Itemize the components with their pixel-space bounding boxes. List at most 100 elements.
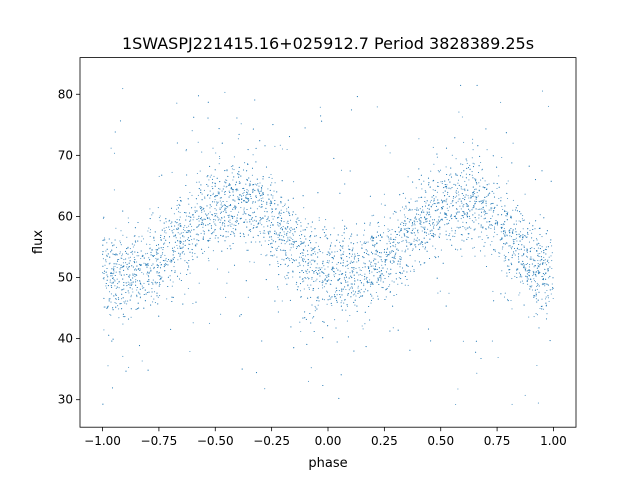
- data-point: [178, 211, 180, 213]
- data-point: [293, 347, 295, 349]
- data-point: [301, 252, 303, 254]
- data-point: [235, 181, 237, 183]
- data-point: [278, 212, 280, 214]
- data-point: [353, 256, 355, 258]
- data-point: [505, 259, 507, 261]
- data-point: [446, 214, 448, 216]
- data-point: [348, 277, 350, 279]
- data-point: [349, 262, 351, 264]
- data-point: [373, 260, 375, 262]
- data-point: [281, 300, 283, 302]
- data-point: [177, 232, 179, 234]
- data-point: [414, 216, 417, 218]
- data-point: [524, 267, 526, 269]
- data-point: [185, 184, 187, 187]
- data-point: [123, 301, 125, 303]
- data-point: [183, 253, 185, 255]
- data-point: [433, 219, 435, 221]
- data-point: [123, 269, 125, 271]
- data-point: [351, 286, 353, 288]
- data-point: [269, 202, 271, 204]
- data-point: [536, 267, 538, 269]
- data-point: [542, 263, 544, 265]
- data-point: [179, 196, 181, 198]
- data-point: [344, 183, 346, 185]
- data-point: [308, 287, 310, 289]
- data-point: [215, 152, 217, 154]
- data-point: [392, 305, 394, 307]
- data-point: [173, 235, 175, 237]
- data-point: [283, 221, 285, 223]
- data-point: [528, 271, 530, 274]
- data-point: [237, 173, 239, 175]
- data-point: [207, 224, 209, 226]
- data-point: [535, 271, 538, 273]
- data-point: [179, 216, 181, 218]
- data-point: [333, 267, 335, 270]
- data-point: [152, 255, 154, 257]
- data-point: [208, 322, 211, 324]
- data-point: [183, 240, 185, 242]
- data-point: [290, 230, 292, 232]
- data-point: [504, 209, 506, 211]
- data-point: [158, 247, 160, 249]
- data-point: [135, 241, 137, 243]
- data-point: [202, 223, 204, 225]
- data-point: [309, 312, 311, 315]
- data-point: [388, 238, 390, 240]
- data-point: [143, 257, 145, 259]
- data-point: [311, 278, 313, 280]
- data-point: [120, 244, 122, 246]
- data-point: [424, 242, 426, 244]
- data-point: [259, 217, 261, 219]
- data-point: [199, 218, 202, 220]
- data-point: [354, 253, 356, 255]
- data-point: [428, 204, 430, 206]
- data-point: [432, 146, 434, 148]
- data-point: [462, 217, 465, 219]
- data-point: [310, 235, 312, 237]
- data-point: [387, 230, 389, 233]
- data-point: [377, 261, 379, 263]
- data-point: [405, 205, 407, 207]
- data-point: [523, 264, 525, 266]
- data-point: [244, 162, 246, 164]
- data-point: [393, 257, 395, 259]
- data-point: [324, 278, 326, 280]
- data-point: [433, 224, 435, 226]
- data-point: [157, 266, 159, 269]
- data-point: [465, 229, 467, 231]
- data-point: [342, 259, 344, 261]
- data-point: [363, 262, 365, 264]
- data-point: [284, 263, 286, 265]
- data-point: [277, 236, 279, 239]
- data-point: [537, 402, 539, 404]
- data-point: [226, 169, 228, 171]
- data-point: [331, 296, 333, 298]
- data-point: [438, 221, 440, 223]
- data-point: [365, 242, 367, 245]
- data-point: [546, 260, 548, 262]
- data-point: [119, 303, 121, 305]
- data-point: [440, 219, 442, 221]
- data-point: [156, 282, 158, 284]
- data-point: [402, 192, 404, 194]
- data-point: [307, 278, 310, 280]
- data-point: [476, 200, 478, 203]
- data-point: [381, 267, 383, 269]
- data-point: [529, 278, 531, 280]
- data-point: [286, 257, 288, 260]
- data-point: [507, 300, 509, 302]
- data-point: [446, 184, 448, 186]
- data-point: [113, 152, 116, 154]
- data-point: [529, 258, 531, 260]
- data-point: [187, 231, 189, 233]
- data-point: [238, 202, 240, 204]
- data-point: [233, 215, 236, 217]
- data-point: [480, 224, 482, 226]
- data-point: [138, 307, 140, 309]
- data-point: [154, 302, 156, 304]
- data-point: [413, 223, 415, 225]
- data-point: [431, 219, 434, 221]
- data-point: [549, 340, 551, 342]
